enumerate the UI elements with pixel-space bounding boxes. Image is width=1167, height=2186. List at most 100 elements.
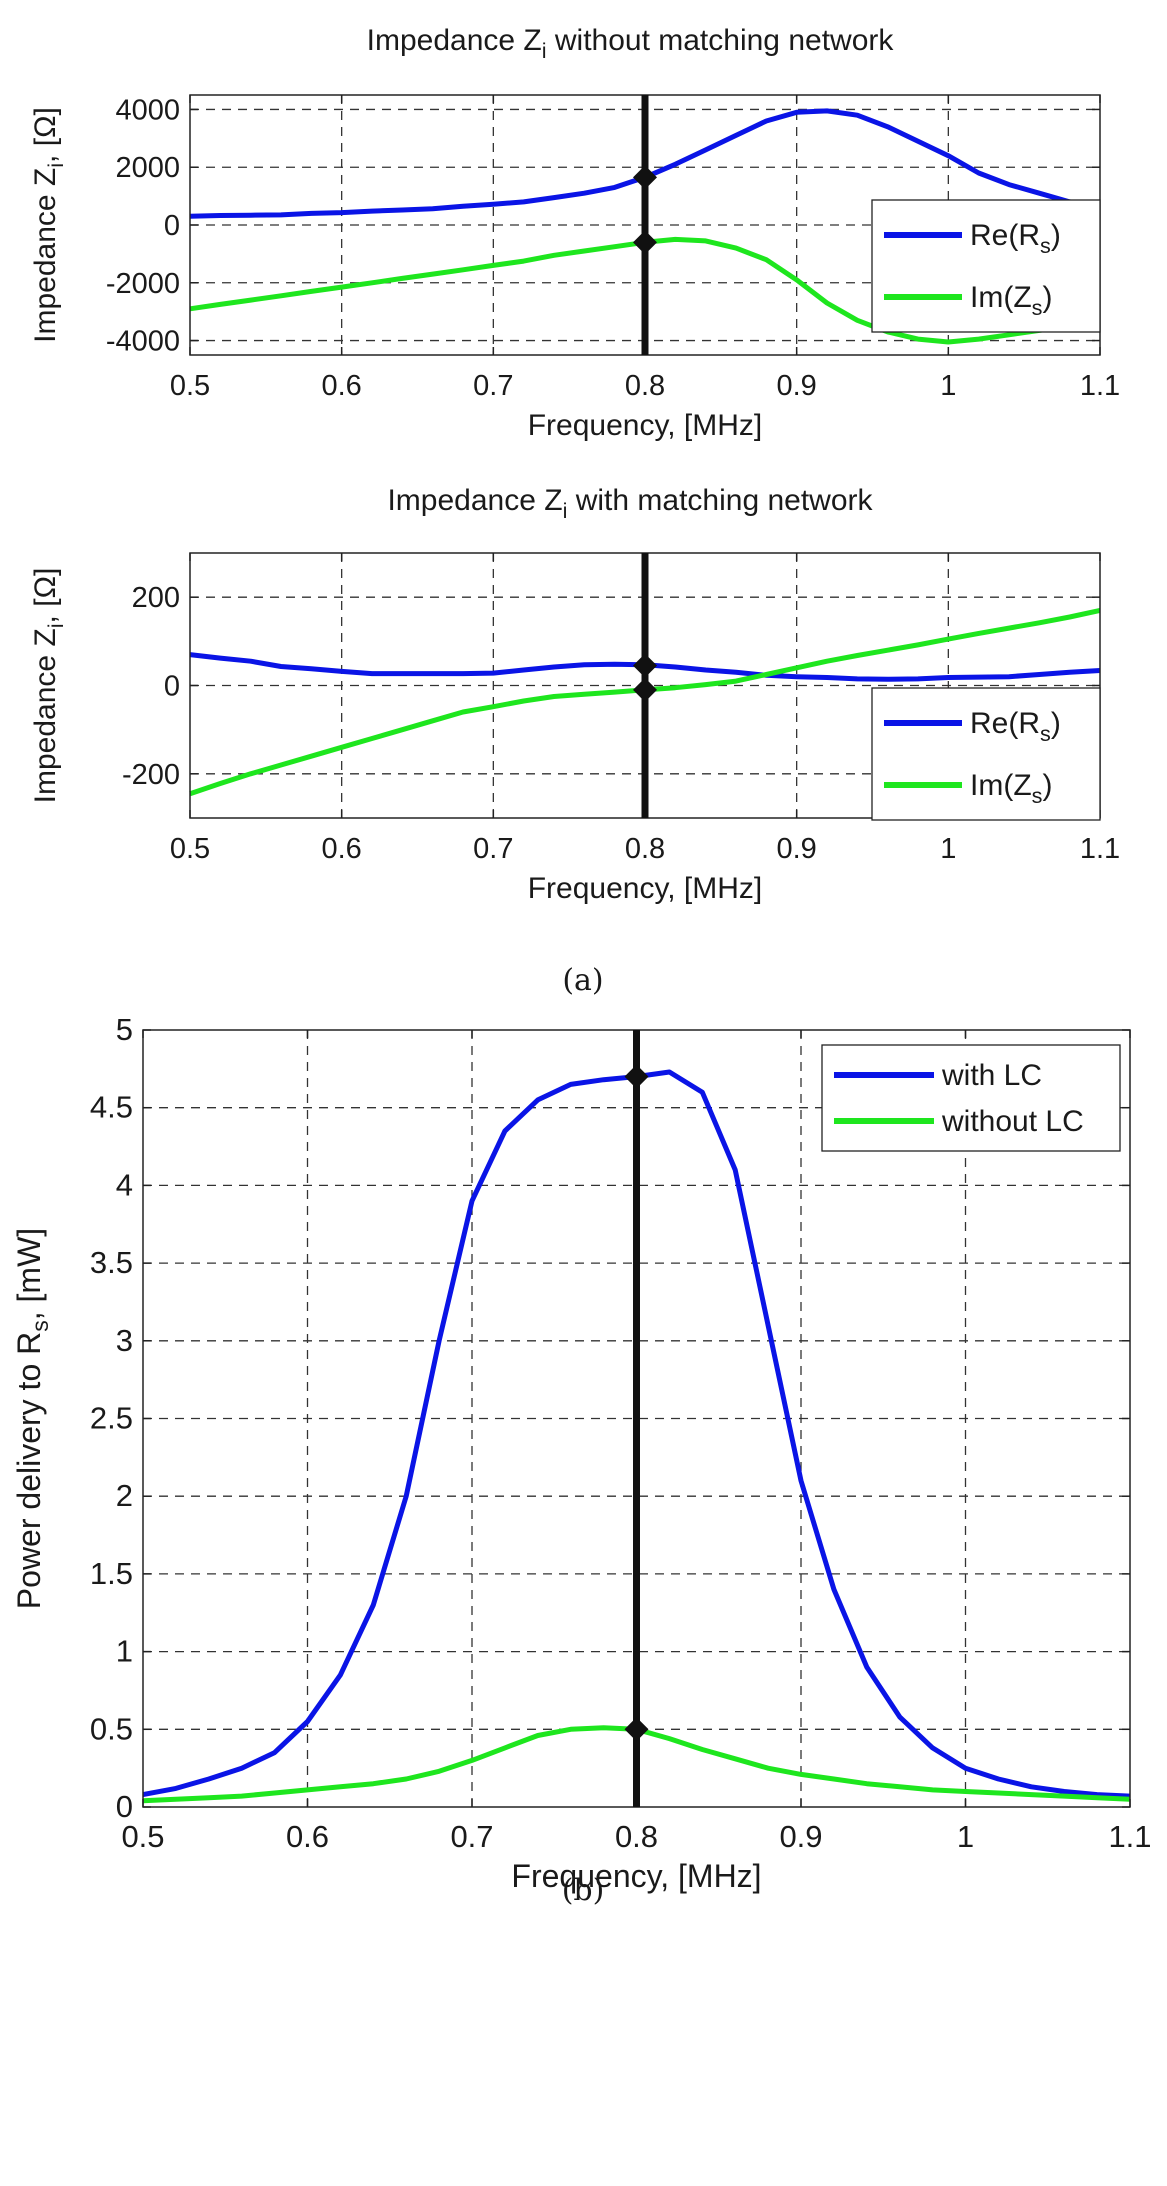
y-axis-label-rest: , [mW] <box>11 1228 47 1320</box>
y-axis-label-main: Impedance Z <box>29 168 62 343</box>
legend: Re(Rs)Im(Zs) <box>871 199 1101 333</box>
y-tick-label: 4000 <box>115 94 180 126</box>
legend-label-1-main: without LC <box>941 1105 1084 1138</box>
diamond-marker-1 <box>624 1717 649 1742</box>
y-axis-label-rest: , [Ω] <box>29 568 62 624</box>
diamond-marker-0 <box>633 653 657 678</box>
y-tick-label: -2000 <box>106 268 180 300</box>
x-tick-label: 0.8 <box>625 370 665 402</box>
legend-label-1-rest: ) <box>1042 281 1052 314</box>
y-tick-label: 3 <box>116 1323 133 1358</box>
legend-label-1-main: Im(Z <box>970 281 1032 314</box>
legend-label-0: Re(Rs) <box>970 707 1061 746</box>
x-tick-label: 1 <box>940 370 956 402</box>
legend-label-0: with LC <box>941 1059 1042 1092</box>
x-axis-label: Frequency, [MHz] <box>528 409 763 442</box>
x-tick-label: 0.6 <box>286 1819 329 1854</box>
y-axis-label-subscript: i <box>43 623 68 628</box>
y-tick-label: 4 <box>116 1167 133 1202</box>
legend-label-1-main: Im(Z <box>970 769 1032 802</box>
legend-label-0-main: Re(R <box>970 219 1040 252</box>
x-tick-label: 0.8 <box>625 833 665 865</box>
x-tick-label: 0.7 <box>473 833 513 865</box>
chart-title-rest: with matching network <box>567 484 873 517</box>
y-axis-label-subscript: i <box>43 163 68 168</box>
chart-title-main: Impedance Z <box>367 24 542 57</box>
diamond-marker-1 <box>633 230 657 255</box>
legend: Re(Rs)Im(Zs) <box>871 687 1101 821</box>
legend-box <box>871 687 1101 821</box>
diamond-marker-1 <box>633 677 657 702</box>
x-tick-label: 1.1 <box>1080 370 1120 402</box>
y-tick-label: 2.5 <box>90 1401 133 1436</box>
legend-label-1-subscript: s <box>1032 295 1043 320</box>
legend-label-0-rest: ) <box>1051 219 1061 252</box>
legend-label-0-subscript: s <box>1040 721 1051 746</box>
chart-title-subscript: i <box>563 498 568 523</box>
y-axis-label-subscript: s <box>27 1320 53 1332</box>
chart-title: Impedance Zi without matching network <box>367 24 895 63</box>
caption-b: (b) <box>562 1873 605 1908</box>
y-axis-label: Impedance Zi, [Ω] <box>29 107 68 343</box>
x-tick-label: 0.9 <box>777 833 817 865</box>
x-tick-label: 0.6 <box>322 833 362 865</box>
x-tick-label: 0.8 <box>615 1819 658 1854</box>
y-tick-label: 0 <box>164 210 180 242</box>
diamond-marker-0 <box>624 1064 649 1089</box>
y-tick-label: 0.5 <box>90 1711 133 1746</box>
y-tick-label: 2000 <box>115 152 180 184</box>
legend: with LC without LC <box>821 1044 1121 1152</box>
y-tick-label: 5 <box>116 1012 133 1047</box>
chart-title-rest: without matching network <box>547 24 895 57</box>
y-tick-label: 2 <box>116 1478 133 1513</box>
y-axis-label-rest: , [Ω] <box>29 107 62 163</box>
y-axis-label-main: Impedance Z <box>29 628 62 803</box>
legend-label-0-main: Re(R <box>970 707 1040 740</box>
diamond-marker-0 <box>633 165 657 190</box>
y-tick-label: 0 <box>164 671 180 703</box>
x-tick-label: 0.7 <box>473 370 513 402</box>
y-tick-label: 1.5 <box>90 1556 133 1591</box>
x-axis-label: Frequency, [MHz] <box>511 1858 761 1894</box>
x-tick-label: 1 <box>957 1819 974 1854</box>
x-tick-label: 1.1 <box>1108 1819 1151 1854</box>
x-tick-label: 0.9 <box>777 370 817 402</box>
x-tick-label: 0.9 <box>779 1819 822 1854</box>
legend-box <box>871 199 1101 333</box>
legend-label-1-rest: ) <box>1042 769 1052 802</box>
chart-impedance-with-matching: 0.5 0.6 0.7 0.8 0.9 1 1.12000-200Re(Rs)Im(Zs)I… <box>29 484 1120 905</box>
x-tick-label: 1.1 <box>1080 833 1120 865</box>
grid <box>143 1030 1130 1807</box>
y-axis-label-main: Power delivery to R <box>11 1332 47 1609</box>
y-axis-label: Power delivery to Rs, [mW] <box>11 1228 53 1609</box>
legend-label-1-subscript: s <box>1032 783 1043 808</box>
legend-label-1: without LC <box>941 1105 1084 1138</box>
legend-label-1: Im(Zs) <box>970 281 1052 320</box>
legend-label-0: Re(Rs) <box>970 219 1061 258</box>
y-tick-label: -200 <box>122 759 180 791</box>
y-axis-label: Impedance Zi, [Ω] <box>29 568 68 804</box>
chart-power-delivery: 0.5 0.6 0.7 0.8 0.9 1 1.154.543.532.521.510.50… <box>11 1012 1152 1894</box>
x-tick-label: 0.6 <box>322 370 362 402</box>
x-tick-label: 0.5 <box>121 1819 164 1854</box>
legend-label-0-rest: ) <box>1051 707 1061 740</box>
chart-title-main: Impedance Z <box>387 484 562 517</box>
x-tick-label: 0.5 <box>170 370 210 402</box>
x-tick-label: 1 <box>940 833 956 865</box>
x-tick-label: 0.5 <box>170 833 210 865</box>
y-tick-label: 4.5 <box>90 1090 133 1125</box>
x-tick-label: 0.7 <box>450 1819 493 1854</box>
y-tick-label: 0 <box>116 1789 133 1824</box>
legend-box <box>821 1044 1121 1152</box>
caption-a: (a) <box>562 963 603 998</box>
chart-title-subscript: i <box>542 38 547 63</box>
y-tick-label: -4000 <box>106 326 180 358</box>
legend-label-0-subscript: s <box>1040 233 1051 258</box>
y-tick-label: 3.5 <box>90 1245 133 1280</box>
legend-label-1: Im(Zs) <box>970 769 1052 808</box>
y-tick-label: 1 <box>116 1634 133 1669</box>
y-tick-label: 200 <box>132 582 180 614</box>
chart-impedance-without-matching: 0.5 0.6 0.7 0.8 0.9 1 1.1 4000 2000 0 -2000 -4000 Re… <box>29 24 1120 442</box>
legend-label-0-main: with LC <box>941 1059 1042 1092</box>
